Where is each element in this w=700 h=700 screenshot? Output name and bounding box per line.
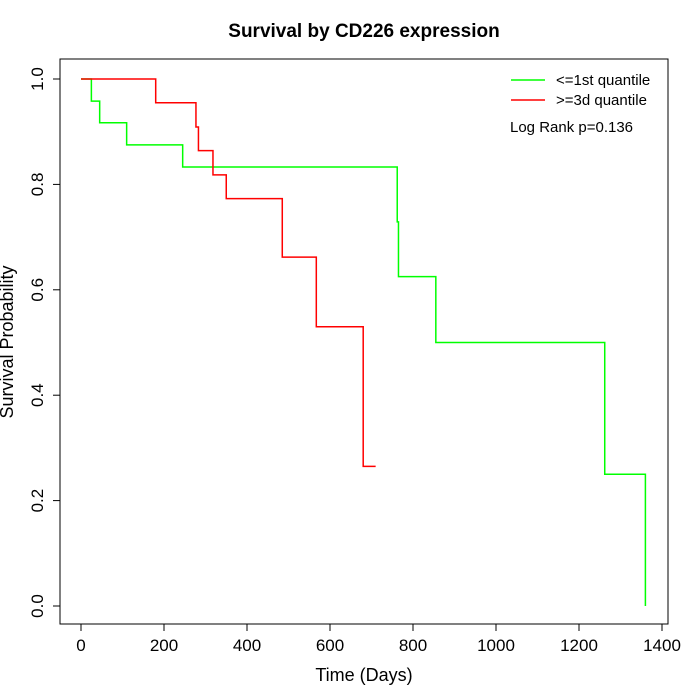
y-tick-label: 1.0 [28,67,47,91]
x-tick-label: 400 [233,636,261,655]
series-layer [81,78,647,606]
series-line-1 [81,78,376,468]
x-tick-label: 200 [150,636,178,655]
x-tick-label: 1400 [643,636,681,655]
plot-frame [59,58,669,625]
x-tick-label: 600 [316,636,344,655]
legend-label-0: <=1st quantile [556,72,650,89]
y-tick-label: 0.6 [28,278,47,302]
series-line-0 [81,78,647,606]
log-rank-annotation: Log Rank p=0.136 [510,119,633,136]
y-tick-label: 0.0 [28,594,47,618]
y-tick-label: 0.4 [28,383,47,407]
x-tick-label: 0 [76,636,85,655]
y-tick-label: 0.8 [28,173,47,197]
y-axis: 0.0 0.2 0.4 0.6 0.8 1.0 [28,67,61,618]
x-axis-label: Time (Days) [315,665,412,685]
x-tick-label: 800 [399,636,427,655]
legend-label-1: >=3d quantile [556,92,647,109]
chart-title: Survival by CD226 expression [228,21,499,42]
x-tick-label: 1200 [560,636,598,655]
legend: <=1st quantile >=3d quantile [511,72,650,109]
x-tick-label: 1000 [477,636,515,655]
y-axis-label: Survival Probability [0,265,17,418]
x-axis: 0 200 400 600 800 1000 1200 1400 [76,623,681,655]
y-tick-label: 0.2 [28,489,47,513]
